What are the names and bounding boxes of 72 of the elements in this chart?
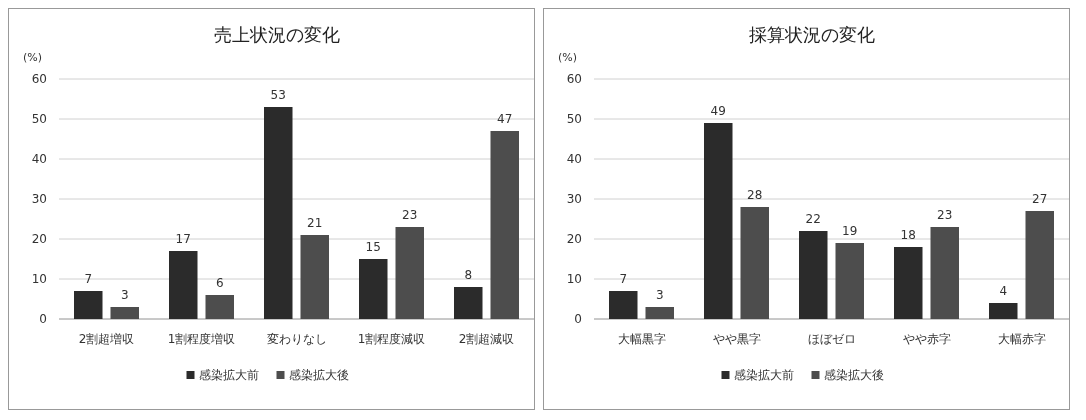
y-tick-label: 40 [566,152,582,166]
x-tick-label: 2割超減収 [458,332,515,346]
bar [264,107,293,319]
x-tick-label: 1割程度増収 [167,332,236,346]
x-tick-label: 2割超増収 [78,332,135,346]
bar [645,307,674,319]
legend-label: 感染拡大後 [288,368,349,382]
y-tick-label: 50 [566,112,582,126]
y-tick-label: 40 [31,152,47,166]
x-tick-label: やや黒字 [712,332,761,346]
data-label: 21 [307,216,323,230]
y-tick-label: 0 [574,312,582,326]
bar [609,291,638,319]
data-label: 23 [402,208,418,222]
x-tick-label: 大幅黒字 [617,332,666,346]
bar [74,291,103,319]
data-label: 47 [497,112,513,126]
y-tick-label: 60 [31,72,47,86]
x-tick-label: やや赤字 [902,332,951,346]
chart-title: 採算状況の変化 [748,24,875,45]
data-label: 15 [365,240,381,254]
bar [359,259,388,319]
data-label: 8 [464,268,473,282]
data-label: 23 [937,208,953,222]
data-label: 7 [84,272,93,286]
data-label: 17 [175,232,191,246]
legend-label: 感染拡大前 [198,368,259,382]
x-tick-label: 1割程度減収 [357,332,426,346]
y-tick-label: 20 [566,232,582,246]
data-label: 27 [1032,192,1048,206]
bar [1025,211,1054,319]
data-label: 7 [619,272,628,286]
y-tick-label: 30 [31,192,47,206]
y-tick-label: 20 [31,232,47,246]
legend-label: 感染拡大後 [823,368,884,382]
x-tick-label: 大幅赤字 [997,332,1046,346]
data-label: 19 [842,224,858,238]
data-label: 4 [999,284,1008,298]
y-tick-label: 10 [566,272,582,286]
y-tick-label: 0 [39,312,47,326]
y-axis-title: (%) [558,51,578,64]
bar [835,243,864,319]
y-tick-label: 10 [31,272,47,286]
bar [169,251,198,319]
chart-title: 売上状況の変化 [213,24,340,45]
bar [989,303,1018,319]
data-label: 53 [270,88,286,102]
data-label: 18 [900,228,916,242]
bar [205,295,234,319]
bar [930,227,959,319]
data-label: 28 [747,188,763,202]
x-tick-label: 変わりなし [266,332,327,346]
bar [490,131,519,319]
bar [799,231,828,319]
bar [110,307,139,319]
data-label: 6 [215,276,224,290]
bar [894,247,923,319]
bar [740,207,769,319]
bar [300,235,329,319]
x-tick-label: ほぼゼロ [807,332,856,346]
legend-label: 感染拡大前 [733,368,794,382]
y-tick-label: 50 [31,112,47,126]
data-label: 49 [710,104,726,118]
data-label: 3 [655,288,664,302]
bar [454,287,483,319]
y-tick-label: 30 [566,192,582,206]
y-axis-title: (%) [23,51,43,64]
y-tick-label: 60 [566,72,582,86]
bar [704,123,733,319]
bar [395,227,424,319]
data-label: 22 [805,212,821,226]
data-label: 3 [120,288,129,302]
